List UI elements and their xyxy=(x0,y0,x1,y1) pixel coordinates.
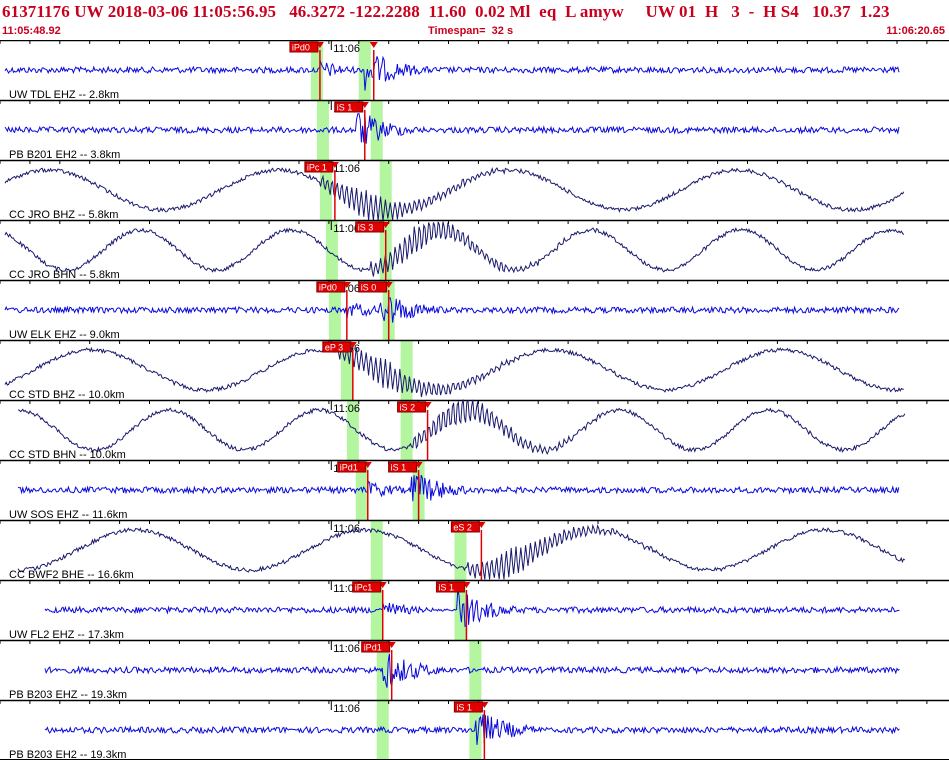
event-header: 61371176 UW 2018-03-06 11:05:56.95 46.32… xyxy=(0,0,949,40)
waveform-trace xyxy=(17,523,906,580)
minute-tick-label: 11:06 xyxy=(333,643,360,655)
pick-label: iS 1 xyxy=(337,103,353,113)
minute-tick-label: 11:06 xyxy=(333,43,360,55)
pick-label: iPd1 xyxy=(364,643,382,653)
pick-label-box[interactable] xyxy=(361,641,391,653)
station-label: CC JRO BHN -- 5.8km xyxy=(9,269,120,281)
pick-label: iPc1 xyxy=(355,583,373,593)
minute-tick-label: 11:06 xyxy=(333,223,360,235)
waveform-trace xyxy=(4,346,904,398)
pick-label: iS 1 xyxy=(391,463,407,473)
pick-label-box[interactable] xyxy=(453,701,483,713)
pick-label: iS 1 xyxy=(456,703,472,713)
phase-window xyxy=(346,400,359,460)
phase-window xyxy=(319,160,332,220)
trace-row[interactable]: 11:06 iPd0 UW TDL EHZ -- 2.8km xyxy=(0,40,949,101)
waveform-trace xyxy=(4,113,900,144)
pick-label: iS 0 xyxy=(361,283,377,293)
end-time: 11:06:20.65 xyxy=(886,25,945,37)
pick-label-box[interactable] xyxy=(358,281,388,293)
pick-label-box[interactable] xyxy=(289,41,319,53)
minute-tick-label: 11:06 xyxy=(333,163,360,175)
station-label: UW TDL EHZ -- 2.8km xyxy=(9,89,119,101)
pick-label-box[interactable] xyxy=(352,581,382,593)
waveform-trace xyxy=(17,399,906,455)
waveform-trace xyxy=(4,297,900,323)
phase-window xyxy=(370,520,383,580)
station-label: UW SOS EHZ -- 11.6km xyxy=(9,509,127,521)
pick-label: iS 2 xyxy=(400,403,416,413)
minute-tick-label: 11:06 xyxy=(333,403,360,415)
phase-window xyxy=(358,40,371,100)
pick-label: iS 3 xyxy=(358,223,374,233)
pick-label-box[interactable] xyxy=(355,221,385,233)
phase-window xyxy=(379,160,392,220)
phase-window xyxy=(469,700,482,760)
trace-row[interactable]: 11:06 iS 2 CC STD BHN -- 10.0km xyxy=(0,399,949,462)
pick-label-box[interactable] xyxy=(388,461,418,473)
pick-label-box[interactable] xyxy=(397,401,427,413)
trace-row[interactable]: 11:06 eS 2CC BWF2 BHE -- 16.6km xyxy=(0,519,949,581)
station-label: PB B201 EH2 -- 3.8km xyxy=(9,149,120,161)
pick-label: iPd0 xyxy=(292,43,310,53)
station-label: PB B203 EHZ -- 19.3km xyxy=(9,689,127,701)
pick-label: eS 2 xyxy=(453,523,472,533)
pick-label-box[interactable] xyxy=(304,161,334,173)
waveform-trace xyxy=(4,55,900,91)
station-label: CC JRO BHZ -- 5.8km xyxy=(9,209,118,221)
pick-label-box[interactable] xyxy=(322,341,352,353)
pick-label: iPd1 xyxy=(340,463,358,473)
waveform-trace xyxy=(4,221,905,277)
pick-label-box[interactable] xyxy=(450,521,480,533)
waveform-trace xyxy=(17,474,900,502)
waveform-trace xyxy=(44,714,900,745)
station-label: PB B203 EH2 -- 19.3km xyxy=(9,749,126,760)
pick-label-box[interactable] xyxy=(435,581,465,593)
trace-row[interactable]: 11:06 iS 1 PB B203 EH2 -- 19.3km xyxy=(0,699,949,760)
station-label: CC STD BHN -- 10.0km xyxy=(9,449,126,461)
trace-row[interactable]: 11:06eP 3CC STD BHZ -- 10.0km xyxy=(0,339,949,401)
station-label: UW FL2 EHZ -- 17.3km xyxy=(9,629,124,641)
pick-label: iPd0 xyxy=(319,283,337,293)
pick-label: iPc 1 xyxy=(307,163,327,173)
pick-marker[interactable] xyxy=(369,42,378,48)
timespan-label: Timespan= 32 s xyxy=(428,25,514,37)
pick-label-box[interactable] xyxy=(316,281,346,293)
pick-label: eP 3 xyxy=(325,343,343,353)
station-label: CC STD BHZ -- 10.0km xyxy=(9,389,125,401)
pick-label-box[interactable] xyxy=(337,461,367,473)
pick-label: iS 1 xyxy=(438,583,454,593)
event-title: 61371176 UW 2018-03-06 11:05:56.95 46.32… xyxy=(2,2,890,21)
waveform-trace xyxy=(44,589,900,628)
seismogram-panel[interactable]: 11:06 iPd0 UW TDL EHZ -- 2.8km 11:06 iS 1 PB … xyxy=(0,40,949,760)
phase-window xyxy=(325,220,338,280)
station-label: CC BWF2 BHE -- 16.6km xyxy=(9,569,134,581)
trace-row[interactable]: 11:06 iPc 1 CC JRO BHZ -- 5.8km xyxy=(0,159,949,222)
phase-window xyxy=(454,520,467,580)
trace-row[interactable]: 11:06iPd1iS 1UW SOS EHZ -- 11.6km xyxy=(0,459,949,521)
phase-window xyxy=(316,100,329,160)
pick-label-box[interactable] xyxy=(334,101,364,113)
waveform-trace xyxy=(44,653,900,688)
phase-window xyxy=(328,280,341,340)
minute-tick-label: 11:06 xyxy=(333,703,360,715)
waveform-trace xyxy=(4,167,905,222)
trace-row[interactable]: 11:06 iPd1 PB B203 EHZ -- 19.3km xyxy=(0,639,949,701)
start-time: 11:05:48.92 xyxy=(2,25,61,37)
station-label: UW ELK EHZ -- 9.0km xyxy=(9,329,120,341)
